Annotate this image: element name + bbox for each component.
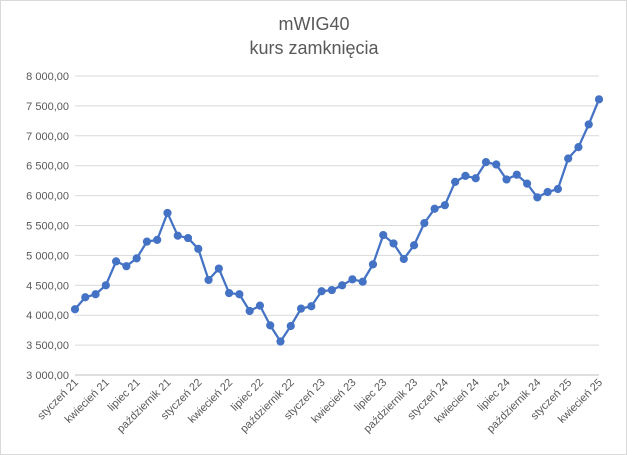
- data-point: [91, 290, 100, 299]
- chart-subtitle: kurs zamknięcia: [249, 38, 379, 58]
- data-point: [584, 120, 593, 129]
- y-tick-label: 4 500,00: [26, 280, 69, 292]
- data-point: [471, 174, 480, 183]
- data-point: [204, 275, 213, 285]
- data-point: [492, 160, 501, 169]
- data-point: [338, 281, 347, 290]
- data-point: [502, 175, 511, 184]
- data-point: [111, 257, 121, 266]
- data-point: [101, 281, 110, 290]
- y-axis: 3 000,00 3 500,00 4 000,00 4 500,00 5 000,00…: [26, 71, 69, 382]
- data-point: [317, 287, 326, 296]
- y-tick-label: 4 000,00: [26, 310, 69, 322]
- data-point: [461, 171, 470, 180]
- x-tick-label: październik 24: [485, 377, 544, 436]
- data-point: [399, 254, 408, 264]
- gridlines: [75, 75, 599, 376]
- data-point: [594, 95, 604, 104]
- data-point: [451, 177, 460, 186]
- data-point: [81, 293, 90, 302]
- data-point: [122, 262, 131, 271]
- data-point: [553, 184, 563, 194]
- data-point: [564, 154, 573, 163]
- data-point: [368, 260, 378, 269]
- data-point: [266, 321, 275, 330]
- chart-title: mWIG40: [278, 14, 349, 34]
- data-point: [307, 302, 316, 311]
- y-tick-label: 6 500,00: [26, 161, 69, 173]
- data-point: [214, 264, 223, 273]
- data-point: [225, 288, 234, 298]
- y-tick-label: 8 000,00: [26, 71, 69, 83]
- data-point: [286, 321, 295, 331]
- data-point: [194, 244, 203, 253]
- data-point: [512, 170, 521, 179]
- y-tick-label: 3 500,00: [26, 340, 69, 352]
- data-point: [70, 305, 80, 314]
- data-point: [163, 208, 172, 218]
- x-tick-label: październik 23: [362, 377, 421, 436]
- data-point: [276, 337, 285, 346]
- y-tick-label: 5 500,00: [26, 221, 69, 233]
- x-tick-label: październik 22: [238, 377, 297, 436]
- data-point: [440, 201, 449, 210]
- data-point: [389, 239, 398, 248]
- data-point: [245, 306, 254, 316]
- data-point: [481, 158, 491, 167]
- data-point: [430, 204, 439, 213]
- data-point: [132, 254, 141, 263]
- data-point: [348, 275, 357, 284]
- plot-area: [70, 95, 604, 346]
- y-tick-label: 6 000,00: [26, 191, 69, 203]
- data-point: [533, 193, 542, 202]
- data-point: [420, 219, 429, 228]
- y-tick-label: 5 000,00: [26, 250, 69, 262]
- data-point: [409, 241, 419, 250]
- data-point: [142, 237, 152, 246]
- y-tick-label: 3 000,00: [26, 370, 69, 382]
- data-point: [235, 290, 244, 299]
- data-point: [543, 187, 552, 197]
- data-point: [296, 304, 306, 313]
- y-tick-label: 7 500,00: [26, 101, 69, 113]
- data-point: [153, 235, 162, 244]
- data-point: [173, 231, 182, 240]
- data-point: [183, 233, 193, 243]
- data-point: [327, 285, 336, 295]
- y-tick-label: 7 000,00: [26, 131, 69, 143]
- x-tick-label: październik 21: [115, 377, 174, 436]
- data-point: [574, 143, 583, 152]
- data-point: [358, 277, 367, 286]
- series-line: [74, 98, 601, 343]
- data-point: [379, 230, 388, 240]
- data-point: [522, 179, 532, 188]
- data-point: [255, 301, 265, 310]
